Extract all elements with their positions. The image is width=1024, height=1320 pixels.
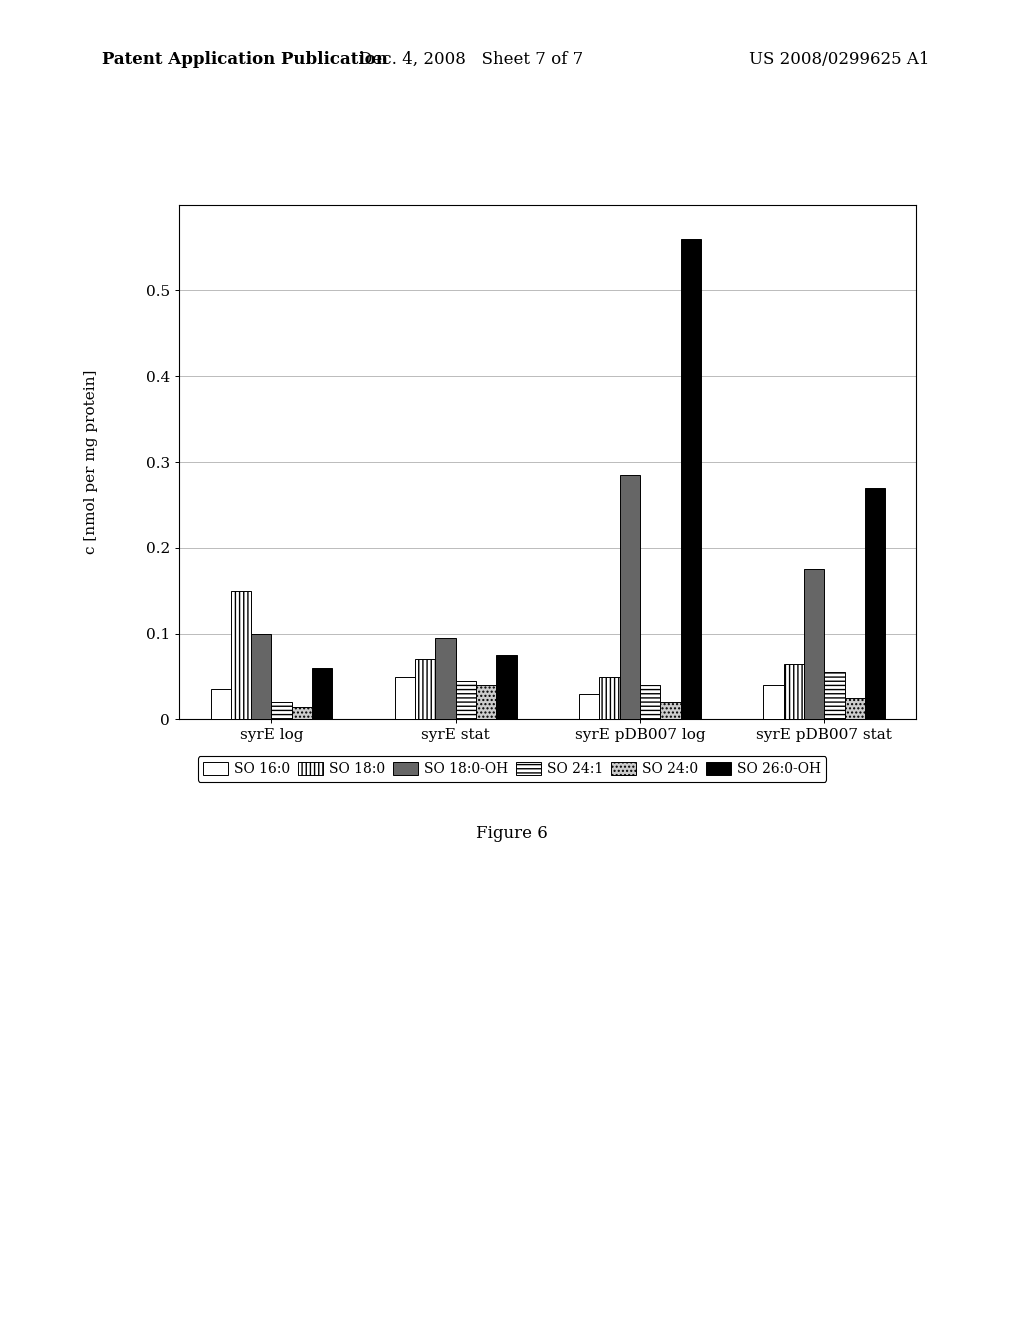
Bar [435,638,456,719]
Bar [271,702,292,719]
Bar [312,668,332,719]
Bar [415,660,435,719]
Bar [230,591,251,719]
Bar [681,239,700,719]
Bar [497,655,516,719]
Bar [804,569,824,719]
Bar [845,698,865,719]
Text: Dec. 4, 2008   Sheet 7 of 7: Dec. 4, 2008 Sheet 7 of 7 [359,51,583,67]
Bar [580,694,599,719]
Y-axis label: c [nmol per mg protein]: c [nmol per mg protein] [84,370,98,554]
Bar [599,676,620,719]
Bar [865,488,885,719]
Bar [824,672,845,719]
Legend: SO 16:0, SO 18:0, SO 18:0-OH, SO 24:1, SO 24:0, SO 26:0-OH: SO 16:0, SO 18:0, SO 18:0-OH, SO 24:1, S… [198,756,826,781]
Bar [783,664,804,719]
Text: Patent Application Publication: Patent Application Publication [102,51,388,67]
Text: US 2008/0299625 A1: US 2008/0299625 A1 [750,51,930,67]
Bar [251,634,271,719]
Bar [620,475,640,719]
Bar [456,681,476,719]
Bar [476,685,497,719]
Bar [292,706,312,719]
Bar [640,685,660,719]
Text: Figure 6: Figure 6 [476,825,548,842]
Bar [211,689,230,719]
Bar [764,685,783,719]
Bar [660,702,681,719]
Bar [395,676,415,719]
